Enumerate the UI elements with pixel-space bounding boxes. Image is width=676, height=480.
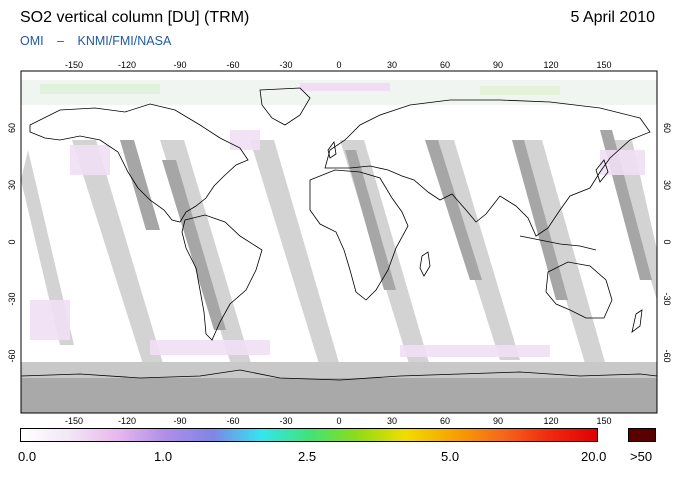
greenland-coast (259, 87, 311, 126)
north-america-coast (29, 103, 249, 223)
lon-tick-label-top: -60 (226, 60, 239, 70)
map-frame (20, 70, 658, 414)
colorbar-label-3: 5.0 (441, 449, 460, 464)
lon-tick-label-top: 60 (440, 60, 450, 70)
new-zealand-coast (631, 309, 643, 333)
low-value-speckle (30, 130, 645, 357)
lon-tick-label-top: -150 (65, 60, 83, 70)
lon-tick-label-bottom: 120 (543, 416, 558, 426)
lon-tick-label-bottom: -90 (173, 416, 186, 426)
lon-tick-label-top: 0 (336, 60, 341, 70)
lat-tick-label-left: -30 (7, 292, 17, 305)
swath (120, 140, 160, 230)
antarctica-coast (21, 369, 657, 381)
lat-tick-label-right: 60 (662, 123, 672, 133)
colorbar-label-0: 0.0 (18, 449, 37, 464)
africa-coast (309, 169, 409, 301)
lon-tick-label-top: -120 (118, 60, 136, 70)
lat-tick-label-right: 0 (662, 239, 672, 244)
credit-instrument: OMI (20, 34, 44, 48)
south-america-coast (181, 214, 263, 341)
lat-tick-label-left: 60 (7, 123, 17, 133)
lon-tick-label-bottom: -60 (226, 416, 239, 426)
swath (345, 150, 396, 290)
lat-tick-label-left: 30 (7, 180, 17, 190)
antarctic-nodata-light (21, 362, 657, 378)
japan-coast (595, 159, 609, 183)
speckle (230, 130, 260, 150)
speckle (30, 300, 70, 340)
credit-dash: – (57, 34, 65, 48)
swath (512, 140, 568, 300)
colorbar (20, 428, 598, 442)
lon-tick-label-bottom: -120 (118, 416, 136, 426)
antarctic-nodata (21, 378, 657, 413)
lon-tick-label-bottom: 150 (596, 416, 611, 426)
colorbar-label-4: 20.0 (581, 449, 607, 464)
lon-tick-label-top: -90 (173, 60, 186, 70)
swath (250, 140, 344, 380)
madagascar-coast (419, 251, 431, 277)
lat-tick-label-left: 0 (7, 239, 17, 244)
lat-tick-label-right: -30 (662, 292, 672, 305)
credit-line: OMI – KNMI/FMI/NASA (20, 34, 181, 48)
swath (518, 140, 610, 380)
arctic-noise-patch (40, 84, 160, 94)
lat-ticks-right: 60 30 0 -30 -60 (662, 123, 672, 363)
lat-tick-label-left: -60 (7, 349, 17, 362)
lat-tick-label-right: 30 (662, 180, 672, 190)
indonesia-coast (519, 235, 597, 251)
speckle (400, 345, 550, 357)
lon-tick-label-top: 30 (387, 60, 397, 70)
colorbar-over-label: >50 (630, 449, 653, 464)
australia-coast (545, 261, 613, 319)
lon-tick-label-bottom: -150 (65, 416, 83, 426)
speckle (150, 340, 270, 355)
lon-tick-label-bottom: 0 (336, 416, 341, 426)
colorbar-over-box (628, 428, 656, 442)
swath (162, 160, 226, 330)
lon-tick-label-bottom: 90 (493, 416, 503, 426)
lon-tick-label-bottom: -30 (279, 416, 292, 426)
speckle (70, 145, 110, 175)
arctic-noise-patch (480, 86, 560, 95)
map-date: 5 April 2010 (570, 9, 655, 26)
lon-tick-label-bottom: 30 (387, 416, 397, 426)
swath (21, 150, 74, 345)
uk-coast (327, 141, 337, 159)
lon-tick-label-top: 90 (493, 60, 503, 70)
arctic-noise-patch (300, 83, 390, 91)
lon-ticks-bottom: -150 -120 -90 -60 -30 0 30 60 90 120 150 (65, 416, 612, 426)
colorbar-label-1: 1.0 (154, 449, 173, 464)
lat-ticks-left: 60 30 0 -30 -60 (7, 123, 17, 363)
lon-tick-label-top: -30 (279, 60, 292, 70)
lon-tick-label-top: 120 (543, 60, 558, 70)
lat-tick-label-right: -60 (662, 349, 672, 362)
swath (72, 140, 168, 380)
eurasia-coast (324, 99, 651, 237)
lon-tick-label-top: 150 (596, 60, 611, 70)
map-title: SO2 vertical column [DU] (TRM) (20, 9, 250, 26)
coastlines (21, 87, 657, 381)
colorbar-label-2: 2.5 (298, 449, 317, 464)
credit-agency: KNMI/FMI/NASA (77, 34, 172, 48)
swath (425, 140, 482, 280)
lon-tick-label-bottom: 60 (440, 416, 450, 426)
lon-ticks-top: -150 -120 -90 -60 -30 0 30 60 90 120 150 (65, 60, 612, 70)
